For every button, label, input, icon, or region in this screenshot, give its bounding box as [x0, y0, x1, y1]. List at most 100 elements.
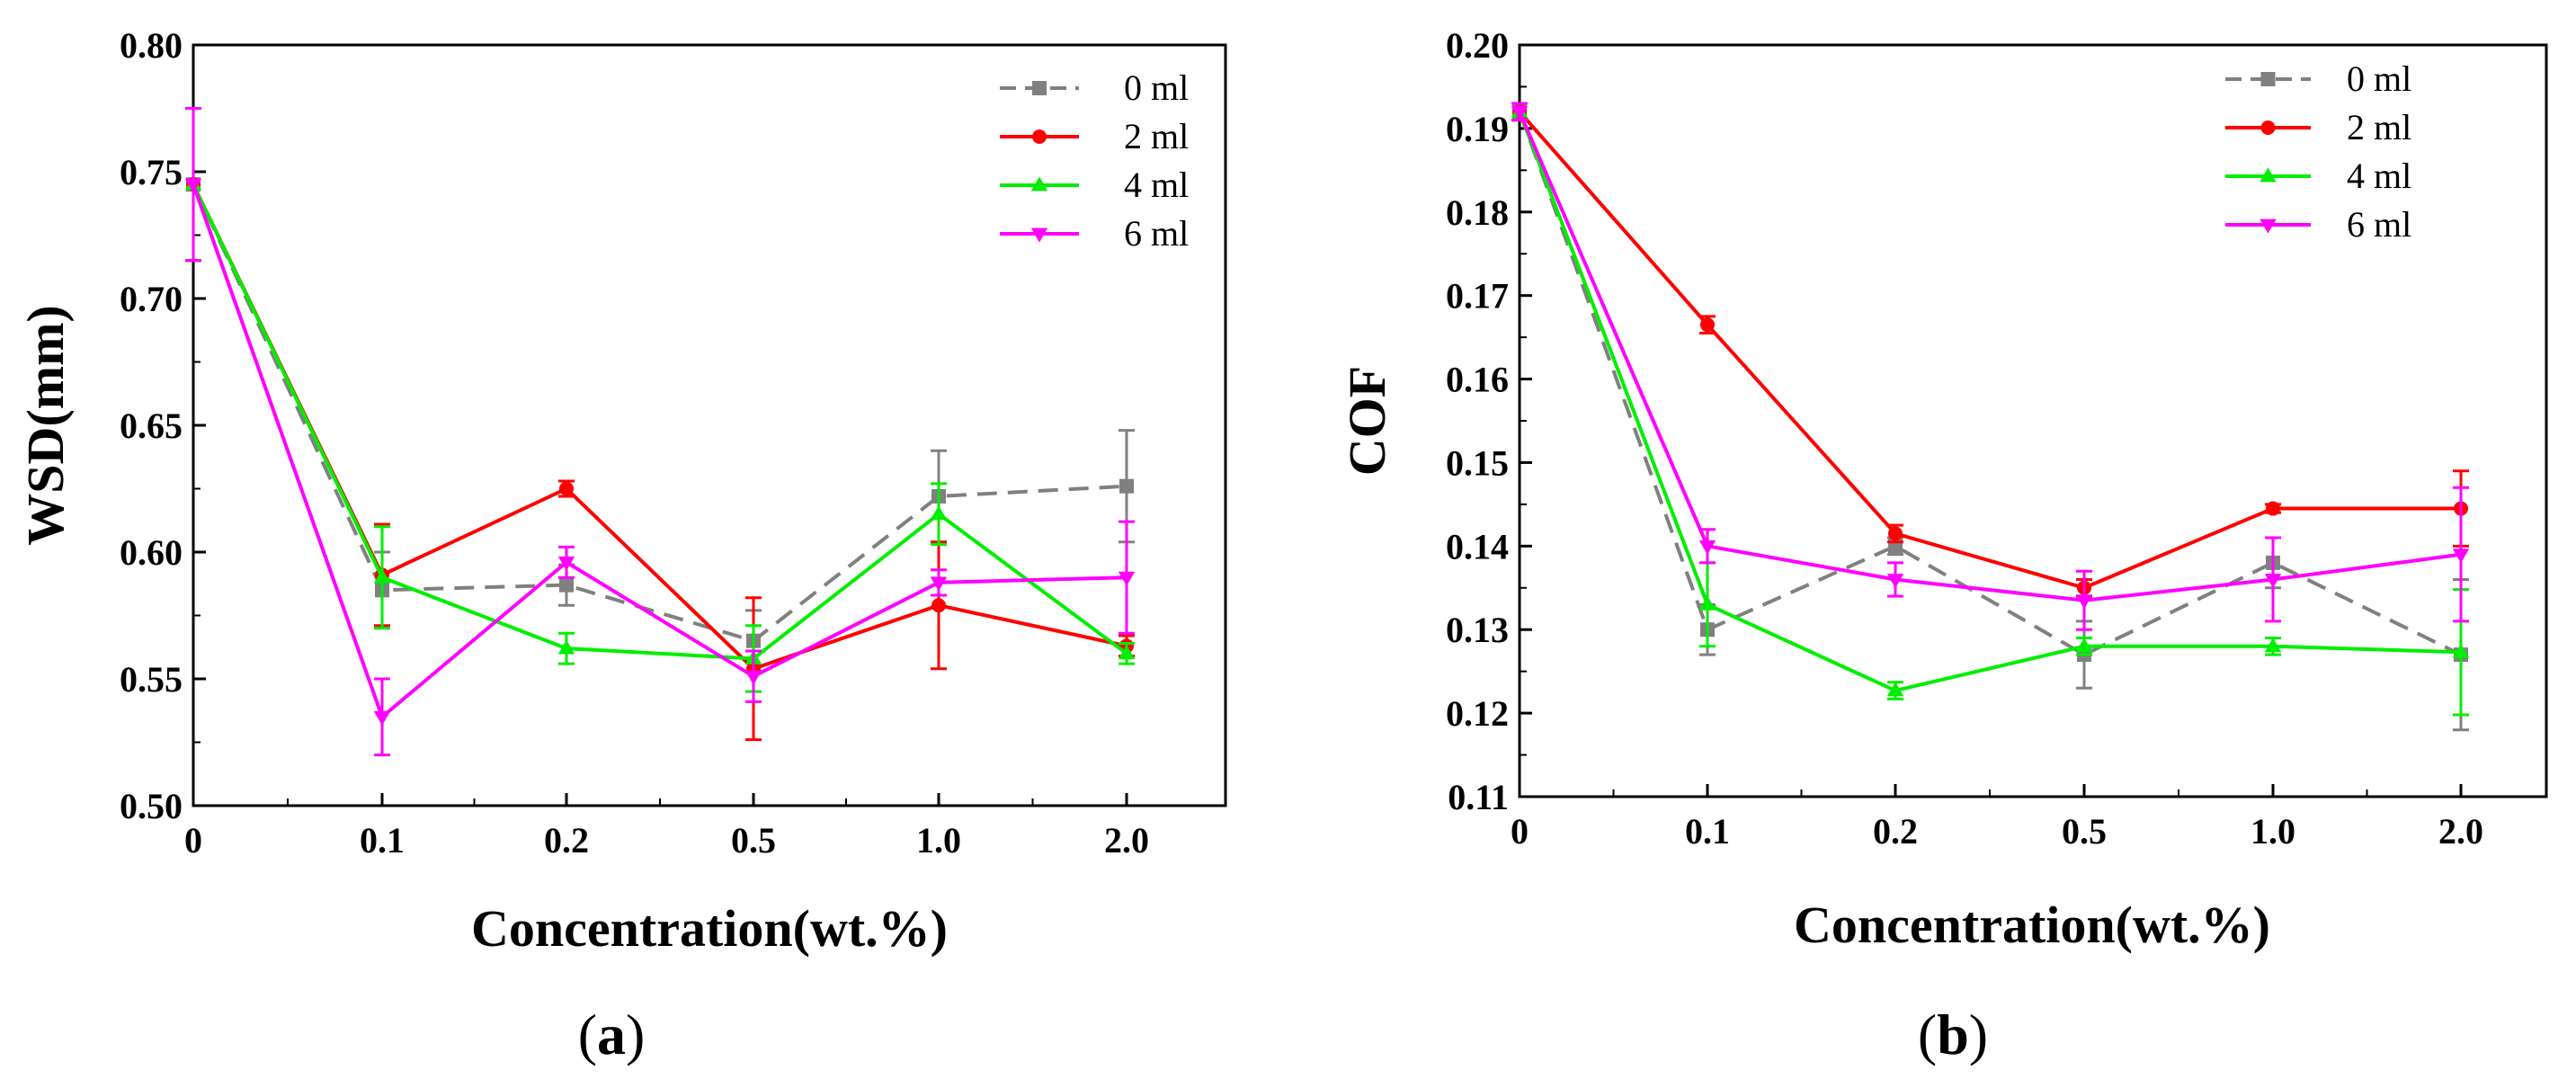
x-tick-label: 0.2: [544, 820, 589, 861]
data-point: [559, 577, 574, 593]
x-tick-label: 0: [184, 820, 202, 861]
plot-frame: [192, 43, 1227, 807]
series-2-ml: [185, 107, 1135, 742]
y-tick-label: 0.19: [1446, 109, 1509, 149]
legend-swatch-marker: [2260, 72, 2276, 86]
series-4-ml: [1511, 102, 2470, 717]
data-point: [373, 710, 391, 726]
x-tick-label: 0.2: [1873, 811, 1918, 852]
legend-label: 6 ml: [2347, 204, 2411, 245]
y-tick-label: 0.15: [1446, 442, 1509, 483]
legend-label: 4 ml: [2347, 156, 2411, 196]
panel-caption-letter: b: [1937, 1003, 1969, 1066]
series-line: [1518, 111, 2462, 602]
y-tick-label: 0.11: [1448, 777, 1509, 817]
series-6-ml: [184, 107, 1136, 757]
legend-swatch-marker: [1030, 176, 1048, 192]
x-tick-label: 1.0: [2251, 811, 2295, 852]
legend-swatch-marker: [1032, 81, 1047, 95]
data-point: [2075, 594, 2093, 610]
y-tick-label: 0.70: [120, 279, 183, 319]
panel-caption-b: (b): [1918, 1003, 1988, 1066]
data-point: [1118, 571, 1136, 586]
legend-swatch-marker: [1030, 227, 1048, 243]
y-tick-label: 0.80: [120, 25, 183, 66]
legend-label: 2 ml: [1124, 116, 1189, 156]
y-tick-label: 0.18: [1446, 192, 1509, 233]
series-0-ml: [185, 107, 1135, 673]
y-tick-label: 0.13: [1446, 610, 1509, 650]
data-point: [373, 568, 391, 584]
data-point: [1700, 317, 1715, 333]
data-point: [2264, 574, 2282, 589]
y-axis-title: COF: [1338, 366, 1396, 476]
chart-panel-b: 0 0.1 0.2 0.5 1.0 2.0 0.11 0.12 0.13 0.14 0.15 0.1…: [1338, 25, 2548, 1066]
data-point: [931, 598, 946, 613]
series-line: [1518, 111, 2462, 657]
series-line: [192, 183, 1128, 672]
legend-label: 4 ml: [1124, 165, 1189, 205]
data-point: [2452, 548, 2470, 564]
data-point: [930, 576, 948, 592]
series-6-ml: [1511, 102, 2470, 631]
data-point: [2452, 643, 2470, 658]
legend-swatch-marker: [1032, 129, 1047, 144]
data-point: [1119, 478, 1134, 494]
y-tick-label: 0.60: [120, 532, 183, 573]
legend-swatch-marker: [2260, 120, 2276, 135]
panel-caption-letter: a: [597, 1003, 626, 1066]
series-line: [1518, 111, 2462, 693]
chart-panel-a: 0 0.1 0.2 0.5 1.0 2.0 0.50 0.55 0.60 0.65 0.70 0.7…: [16, 25, 1227, 1066]
y-tick-label: 0.75: [120, 152, 183, 192]
x-axis-title: Concentration(wt.%): [1794, 896, 2270, 954]
x-tick-label: 0.1: [1685, 811, 1730, 852]
data-point: [184, 178, 202, 193]
data-point: [1886, 682, 1904, 697]
y-tick-label: 0.20: [1446, 25, 1509, 66]
series-line: [192, 183, 1128, 661]
data-point: [2266, 501, 2280, 516]
legend-label: 2 ml: [2347, 107, 2411, 147]
y-tick-label: 0.16: [1446, 360, 1509, 400]
series-line: [192, 183, 1128, 720]
data-point: [2075, 638, 2093, 653]
legend-label: 0 ml: [2347, 58, 2411, 99]
x-axis-title: Concentration(wt.%): [471, 899, 948, 958]
series-4-ml: [184, 107, 1136, 693]
x-tick-label: 1.0: [916, 820, 961, 861]
y-tick-label: 0.12: [1446, 693, 1509, 734]
data-point: [1698, 540, 1716, 555]
x-tick-label: 2.0: [1104, 820, 1149, 861]
series-2-ml: [1511, 102, 2469, 598]
y-tick-label: 0.17: [1446, 276, 1509, 317]
legend-label: 6 ml: [1124, 213, 1189, 254]
y-tick-label: 0.65: [120, 406, 183, 446]
x-tick-label: 0.1: [360, 820, 405, 861]
data-point: [1511, 105, 1529, 120]
data-point: [1888, 526, 1903, 541]
y-tick-label: 0.50: [120, 786, 183, 826]
x-tick-label: 2.0: [2438, 811, 2483, 852]
data-point: [557, 639, 575, 655]
y-axis-title: WSD(mm): [16, 305, 75, 545]
series-line: [1518, 110, 2461, 590]
x-tick-label: 0: [1511, 811, 1529, 852]
y-tick-label: 0.55: [120, 659, 183, 700]
y-tick-label: 0.14: [1446, 526, 1509, 566]
x-tick-label: 0.5: [2062, 811, 2107, 852]
data-point: [1698, 595, 1716, 611]
data-point: [1118, 645, 1136, 660]
series-line: [192, 183, 1128, 643]
legend-swatch-marker: [2260, 218, 2277, 234]
panel-caption-a: (a): [578, 1003, 646, 1066]
x-tick-label: 0.5: [731, 820, 776, 861]
legend-label: 0 ml: [1124, 67, 1189, 108]
data-point: [559, 481, 574, 496]
data-point: [744, 670, 762, 685]
data-point: [2264, 638, 2282, 653]
series-0-ml: [1511, 102, 2469, 732]
legend-swatch-marker: [2260, 167, 2277, 183]
data-point: [1886, 574, 1904, 589]
data-point: [557, 556, 575, 571]
